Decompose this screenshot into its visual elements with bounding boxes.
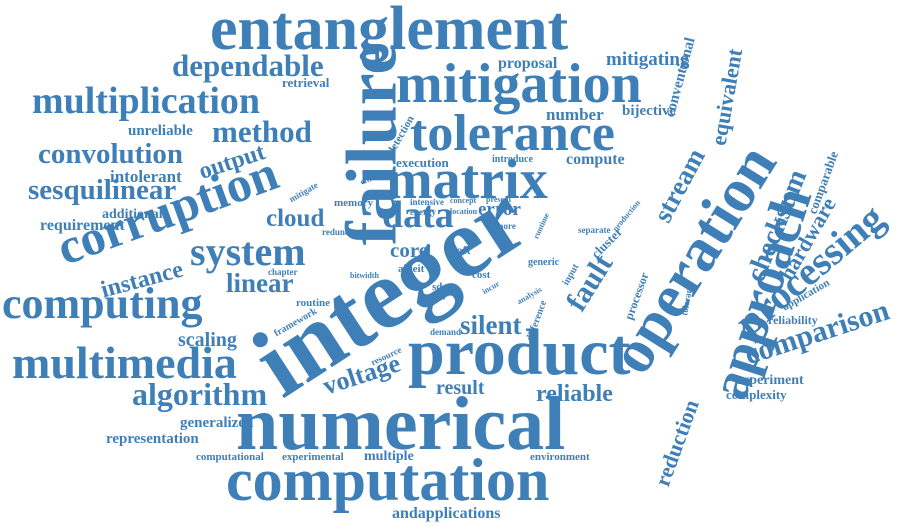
word-mitigate: mitigate bbox=[287, 179, 320, 205]
word-scaling: scaling bbox=[178, 329, 237, 351]
word-soft: soft bbox=[452, 243, 471, 257]
word-dependable: dependable bbox=[172, 48, 324, 83]
word-silent: silent bbox=[460, 310, 522, 340]
word-algorithm: algorithm bbox=[132, 376, 268, 412]
word-cost: cost bbox=[472, 269, 491, 281]
word-generic: generic bbox=[528, 257, 560, 268]
word-environment: environment bbox=[530, 451, 590, 463]
word-albeit: albeit bbox=[398, 263, 425, 275]
word-experimental: experimental bbox=[282, 451, 344, 463]
word-additional: additional bbox=[102, 207, 163, 222]
word-entanglement: entanglement bbox=[210, 0, 569, 63]
word-numerical: numerical bbox=[236, 382, 566, 466]
word-mitigating: mitigating bbox=[606, 49, 690, 70]
word-proposal: proposal bbox=[498, 55, 558, 72]
word-production: production bbox=[610, 198, 642, 233]
word-retrieval: retrieval bbox=[282, 75, 330, 90]
word-present: present bbox=[486, 195, 512, 204]
word-cloud: cloud bbox=[266, 205, 325, 232]
word-sdcs: sdcs bbox=[432, 281, 452, 293]
word-computing: computing bbox=[2, 279, 203, 328]
word-more: more bbox=[496, 221, 516, 231]
word-error: error bbox=[478, 199, 521, 220]
word-result: result bbox=[436, 377, 485, 399]
word-sesquilinear: sesquilinear bbox=[28, 174, 177, 206]
word-andapplications: andapplications bbox=[392, 505, 501, 522]
word-bitwidth: bitwidth bbox=[350, 271, 379, 280]
word-intensive: intensive bbox=[410, 197, 445, 207]
word-reliable: reliable bbox=[536, 381, 613, 407]
word-multiple: multiple bbox=[364, 449, 414, 464]
word-equivalent: equivalent bbox=[705, 46, 748, 148]
word-redundant: redundant bbox=[322, 227, 363, 237]
word-linear: linear bbox=[226, 268, 294, 298]
word-multimedia: multimedia bbox=[12, 337, 237, 388]
word-routine: routine bbox=[296, 297, 331, 309]
word-concept: concept bbox=[450, 196, 477, 205]
word-memory: memory bbox=[334, 197, 374, 209]
word-generalized: generalized bbox=[180, 415, 254, 431]
word-number: number bbox=[546, 105, 604, 124]
word-convolution: convolution bbox=[38, 138, 184, 170]
word-conv: conv bbox=[430, 293, 446, 302]
word-computation: computation bbox=[226, 447, 550, 513]
word-representation: representation bbox=[106, 431, 199, 447]
word-tolerance: tolerance bbox=[410, 105, 616, 162]
word-separate: separate bbox=[578, 225, 611, 235]
word-multiplication: multiplication bbox=[32, 80, 261, 122]
word-requirement: requirement bbox=[40, 217, 125, 234]
word-location: location bbox=[450, 207, 478, 216]
word-mitigation: mitigation bbox=[396, 53, 642, 115]
word-computational: computational bbox=[196, 451, 264, 463]
word-data: data bbox=[382, 194, 454, 236]
word-introduce: introduce bbox=[492, 154, 533, 165]
word-method: method bbox=[212, 114, 312, 149]
word-chapter: chapter bbox=[268, 267, 298, 277]
word-system: system bbox=[190, 229, 306, 274]
word-compute: compute bbox=[566, 151, 625, 168]
word-core: core bbox=[390, 238, 429, 262]
word-reliability: reliability bbox=[768, 313, 818, 327]
word-execution: execution bbox=[396, 155, 449, 170]
word-complexity: complexity bbox=[726, 387, 787, 402]
word-intolerant: intolerant bbox=[110, 167, 182, 186]
word-unreliable: unreliable bbox=[128, 123, 193, 139]
word-energy: energy bbox=[410, 207, 436, 217]
word-runtime: runtime bbox=[531, 211, 552, 241]
word-product: product bbox=[408, 316, 631, 389]
word-bijective: bijective bbox=[622, 103, 677, 119]
word-demand: demand bbox=[430, 327, 462, 337]
word-experiment: experiment bbox=[736, 373, 804, 388]
word-matrix: matrix bbox=[386, 149, 548, 211]
word-reduction: reduction bbox=[649, 396, 704, 490]
